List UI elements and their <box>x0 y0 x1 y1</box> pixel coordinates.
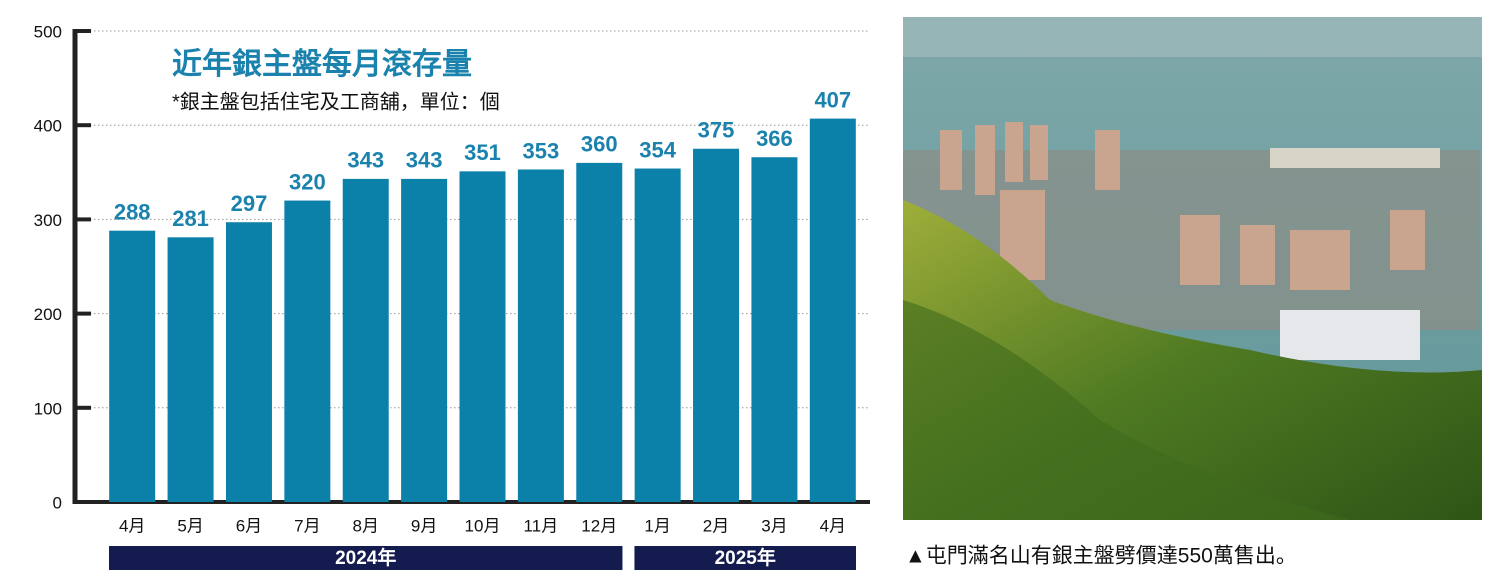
value-label: 407 <box>814 87 851 112</box>
value-label: 281 <box>172 206 209 231</box>
value-label: 354 <box>639 137 676 162</box>
value-label: 351 <box>464 140 501 165</box>
value-label: 297 <box>231 191 268 216</box>
y-tick-label: 500 <box>34 22 62 41</box>
value-label: 343 <box>406 148 443 173</box>
value-label: 288 <box>114 200 151 225</box>
bar <box>634 168 681 503</box>
x-tick-label: 4月 <box>119 516 145 535</box>
bar <box>751 157 798 502</box>
x-tick-label: 2月 <box>703 516 729 535</box>
chart-title: 近年銀主盤每月滾存量 <box>172 47 472 81</box>
bar <box>809 118 856 502</box>
y-tick-label: 0 <box>53 493 62 512</box>
year-band <box>109 546 623 570</box>
x-tick-label: 4月 <box>820 516 846 535</box>
y-tick-label: 300 <box>34 211 62 230</box>
value-label: 320 <box>289 169 326 194</box>
photo <box>903 17 1482 520</box>
x-tick-label: 1月 <box>644 516 670 535</box>
value-label: 366 <box>756 126 793 151</box>
x-tick-label: 7月 <box>294 516 320 535</box>
bar <box>576 162 623 502</box>
bar <box>693 148 740 502</box>
x-tick-label: 9月 <box>411 516 437 535</box>
year-label: 2025年 <box>715 546 776 569</box>
bar <box>459 171 506 502</box>
year-band <box>634 546 856 570</box>
x-tick-label: 10月 <box>465 516 501 535</box>
y-tick-label: 100 <box>34 399 62 418</box>
bar <box>342 178 389 503</box>
y-tick-label: 400 <box>34 117 62 136</box>
year-label: 2024年 <box>335 546 396 569</box>
photo-caption: ▲屯門滿名山有銀主盤劈價達550萬售出。 <box>905 545 1297 568</box>
y-tick-label: 200 <box>34 305 62 324</box>
value-label: 343 <box>347 148 384 173</box>
bar <box>401 178 448 503</box>
x-tick-label: 12月 <box>581 516 617 535</box>
bar <box>284 200 331 502</box>
bar <box>167 237 214 502</box>
x-tick-label: 3月 <box>761 516 787 535</box>
bar <box>109 230 156 503</box>
value-label: 353 <box>523 138 560 163</box>
x-tick-label: 8月 <box>352 516 378 535</box>
x-tick-label: 11月 <box>524 516 559 535</box>
chart-subtitle: *銀主盤包括住宅及工商舖，單位：個 <box>172 90 500 113</box>
value-label: 375 <box>698 118 735 143</box>
bar <box>517 169 564 502</box>
x-tick-label: 5月 <box>177 516 203 535</box>
value-label: 360 <box>581 132 618 157</box>
bar <box>225 222 272 502</box>
x-tick-label: 6月 <box>236 516 262 535</box>
